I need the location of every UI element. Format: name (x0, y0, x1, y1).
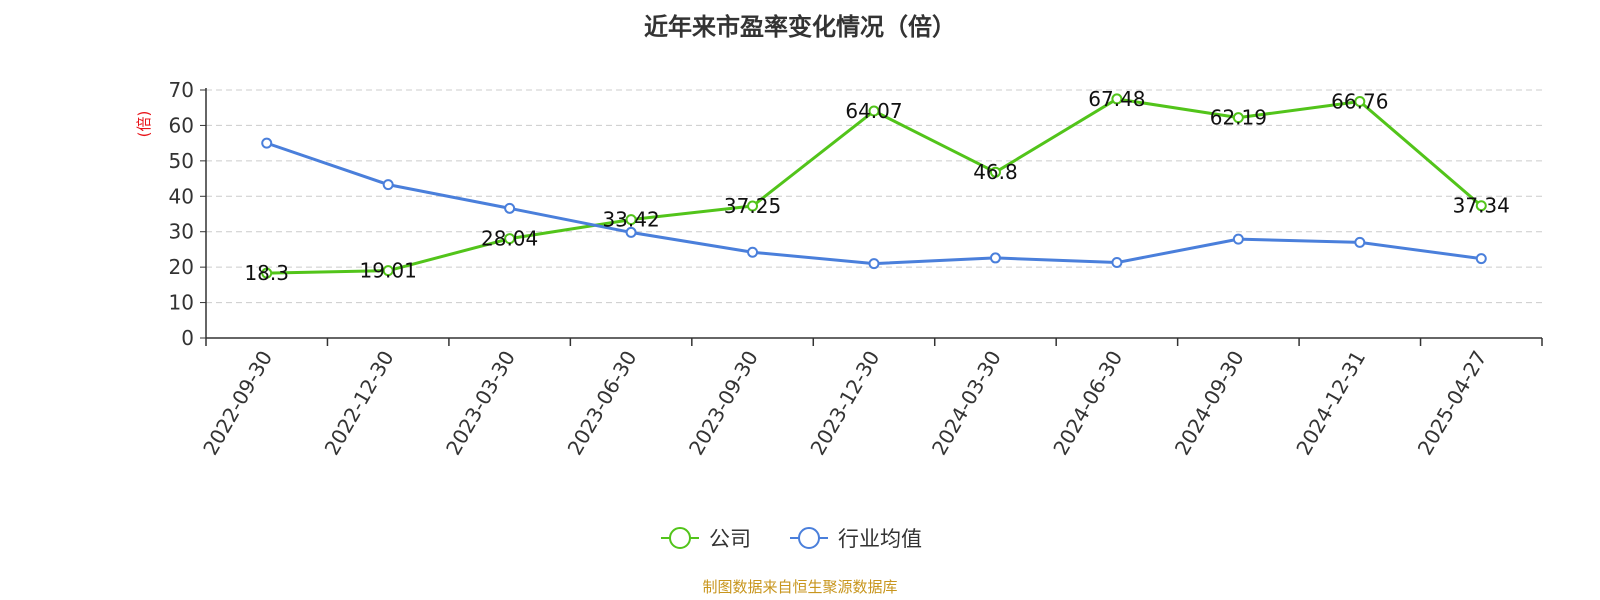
y-tick-label: 50 (169, 149, 194, 173)
data-point (1111, 257, 1123, 269)
y-tick-label: 60 (169, 113, 194, 137)
data-point (261, 267, 273, 279)
data-label: 33.42 (602, 208, 659, 232)
x-tick-label: 2025-04-27 (1413, 347, 1492, 460)
x-tick-label: 2023-06-30 (563, 347, 642, 460)
x-tick-label: 2023-12-30 (805, 347, 884, 460)
y-tick-label: 30 (169, 220, 194, 244)
y-tick-label: 10 (169, 291, 194, 315)
data-point (1354, 236, 1366, 248)
data-label: 18.3 (244, 261, 289, 285)
data-label: 19.01 (360, 259, 417, 283)
data-point (1232, 233, 1244, 245)
data-label: 46.8 (973, 160, 1018, 184)
x-tick-label: 2022-12-30 (320, 347, 399, 460)
data-point (868, 105, 880, 117)
grid-lines (206, 89, 1542, 304)
data-point (1111, 93, 1123, 105)
data-point (504, 202, 516, 214)
data-label: 66.76 (1331, 89, 1388, 113)
data-point (504, 233, 516, 245)
x-tick-label: 2023-03-30 (441, 347, 520, 460)
y-axis-label: (倍) (135, 111, 153, 138)
x-tick-label: 2022-09-30 (198, 347, 277, 460)
data-point (1475, 200, 1487, 212)
y-tick-label: 70 (169, 78, 194, 102)
legend[interactable]: 公司 行业均值 (661, 527, 922, 551)
data-point (1354, 95, 1366, 107)
axes (205, 88, 1542, 339)
x-tick-label: 2024-06-30 (1048, 347, 1127, 460)
data-point (747, 200, 759, 212)
x-tick-label: 2024-03-30 (927, 347, 1006, 460)
y-tick-label: 40 (169, 184, 194, 208)
data-point (625, 214, 637, 226)
legend-item[interactable]: 公司 (661, 527, 751, 551)
chart-title: 近年来市盈率变化情况（倍） (644, 13, 956, 41)
data-point (261, 137, 273, 149)
legend-item[interactable]: 行业均值 (790, 527, 922, 551)
data-point (1475, 253, 1487, 265)
legend-marker (798, 527, 820, 549)
x-tick-label: 2024-09-30 (1170, 347, 1249, 460)
data-label: 67.48 (1088, 87, 1145, 111)
source-note: 制图数据来自恒生聚源数据库 (702, 578, 897, 596)
data-point (989, 166, 1001, 178)
y-axis-ticks: 0 10 20 30 40 50 60 70 (169, 78, 206, 350)
x-axis-ticks: 2022-09-30 2022-12-30 2023-03-30 2023-06-30… (198, 338, 1543, 460)
data-point (989, 252, 1001, 264)
series-group (261, 93, 1487, 279)
legend-marker (669, 527, 691, 549)
x-tick-label: 2024-12-31 (1291, 347, 1370, 460)
data-point (382, 179, 394, 191)
data-label: 37.34 (1453, 194, 1510, 218)
legend-label: 公司 (709, 527, 751, 551)
data-point (868, 258, 880, 270)
x-tick-label: 2023-09-30 (684, 347, 763, 460)
data-label: 28.04 (481, 227, 538, 251)
data-label: 64.07 (845, 99, 902, 123)
data-labels: 18.3 19.01 28.04 33.42 37.25 64.07 46.8 67.48 62… (244, 87, 1509, 285)
data-point (747, 246, 759, 258)
data-label: 62.19 (1210, 106, 1267, 130)
y-tick-label: 0 (181, 326, 194, 350)
data-point (625, 226, 637, 238)
data-label: 37.25 (724, 194, 781, 218)
data-point (382, 265, 394, 277)
legend-label: 行业均值 (838, 527, 922, 551)
data-point (1232, 112, 1244, 124)
y-tick-label: 20 (169, 255, 194, 279)
